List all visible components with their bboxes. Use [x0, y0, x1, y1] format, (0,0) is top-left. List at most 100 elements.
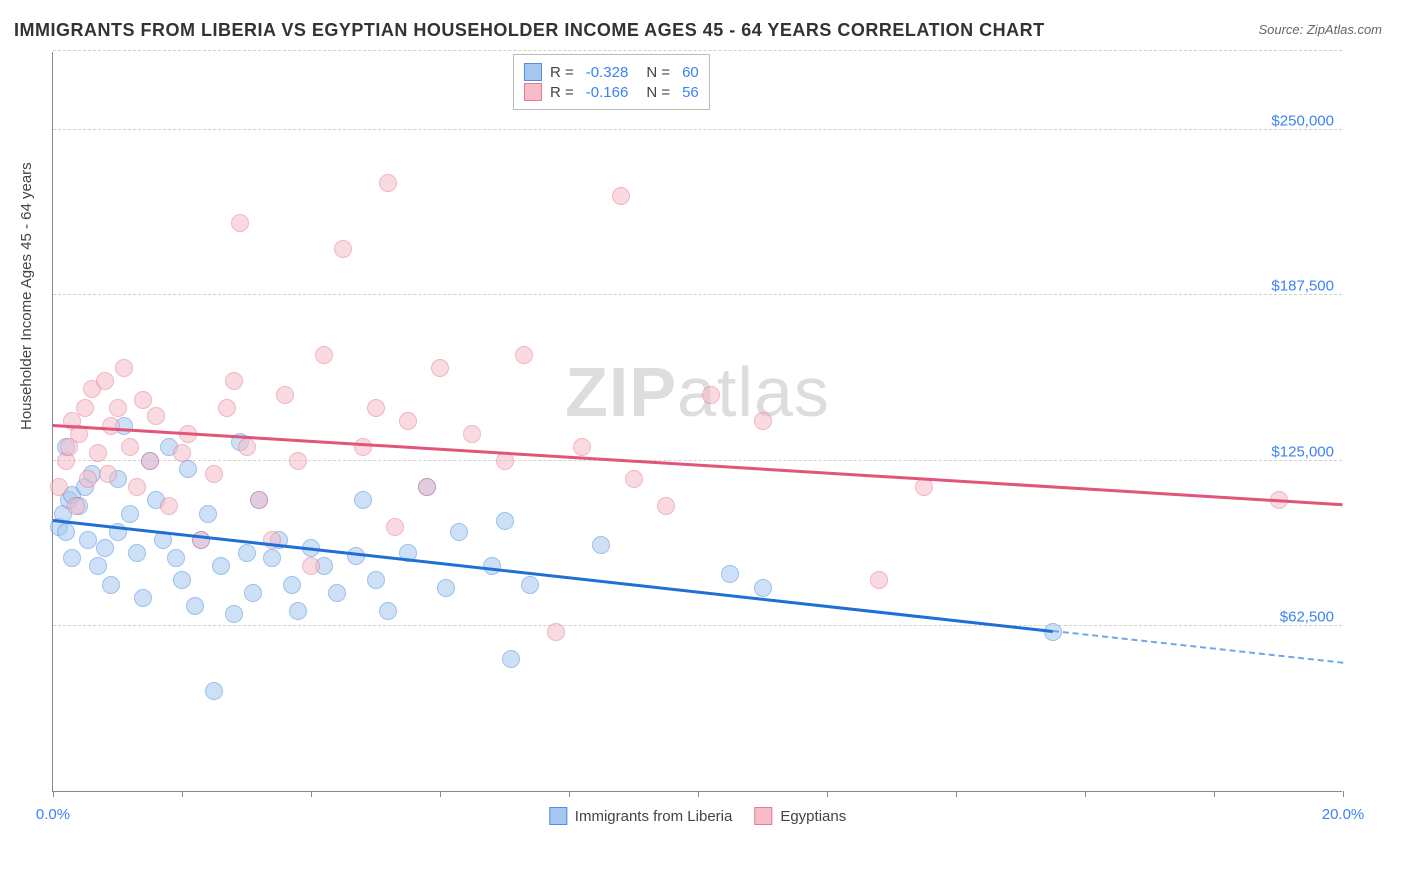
- data-point: [57, 523, 75, 541]
- legend-r-value: -0.166: [586, 84, 629, 101]
- scatter-plot-area: ZIPatlas R =-0.328N =60R =-0.166N =56 Im…: [52, 52, 1342, 792]
- trend-line: [53, 519, 1053, 633]
- data-point: [89, 557, 107, 575]
- data-point: [199, 505, 217, 523]
- data-point: [315, 346, 333, 364]
- legend-swatch: [524, 63, 542, 81]
- data-point: [186, 597, 204, 615]
- x-tick: [956, 791, 957, 797]
- data-point: [367, 399, 385, 417]
- data-point: [870, 571, 888, 589]
- legend-swatch: [549, 807, 567, 825]
- data-point: [96, 539, 114, 557]
- data-point: [592, 536, 610, 554]
- legend-swatch: [524, 83, 542, 101]
- x-tick: [440, 791, 441, 797]
- data-point: [289, 602, 307, 620]
- data-point: [218, 399, 236, 417]
- gridline: [53, 129, 1342, 130]
- data-point: [328, 584, 346, 602]
- data-point: [657, 497, 675, 515]
- data-point: [205, 465, 223, 483]
- gridline: [53, 50, 1342, 51]
- y-tick-label: $187,500: [1271, 278, 1334, 295]
- legend-n-label: N =: [646, 64, 670, 81]
- data-point: [437, 579, 455, 597]
- x-tick: [311, 791, 312, 797]
- data-point: [76, 399, 94, 417]
- data-point: [496, 512, 514, 530]
- data-point: [379, 174, 397, 192]
- data-point: [128, 544, 146, 562]
- data-point: [334, 240, 352, 258]
- legend-row: R =-0.166N =56: [524, 83, 699, 101]
- data-point: [179, 460, 197, 478]
- data-point: [754, 412, 772, 430]
- data-point: [502, 650, 520, 668]
- x-tick: [1085, 791, 1086, 797]
- x-tick: [1343, 791, 1344, 797]
- data-point: [212, 557, 230, 575]
- data-point: [205, 682, 223, 700]
- data-point: [50, 478, 68, 496]
- gridline: [53, 460, 1342, 461]
- legend-n-value: 56: [682, 84, 699, 101]
- x-tick: [182, 791, 183, 797]
- data-point: [612, 187, 630, 205]
- legend-series-name: Immigrants from Liberia: [575, 808, 733, 825]
- data-point: [134, 589, 152, 607]
- data-point: [244, 584, 262, 602]
- data-point: [276, 386, 294, 404]
- x-tick: [53, 791, 54, 797]
- data-point: [115, 359, 133, 377]
- data-point: [702, 386, 720, 404]
- data-point: [167, 549, 185, 567]
- data-point: [354, 438, 372, 456]
- data-point: [160, 497, 178, 515]
- trend-line: [1053, 630, 1343, 664]
- legend-r-label: R =: [550, 64, 574, 81]
- legend-row: R = -0.328 N = 60: [524, 63, 699, 81]
- data-point: [231, 214, 249, 232]
- data-point: [431, 359, 449, 377]
- gridline: [53, 625, 1342, 626]
- data-point: [263, 549, 281, 567]
- data-point: [379, 602, 397, 620]
- data-point: [121, 438, 139, 456]
- data-point: [99, 465, 117, 483]
- data-point: [238, 544, 256, 562]
- data-point: [367, 571, 385, 589]
- legend-series-name: Egyptians: [780, 808, 846, 825]
- data-point: [192, 531, 210, 549]
- x-tick-label: 0.0%: [36, 806, 70, 823]
- data-point: [173, 444, 191, 462]
- data-point: [915, 478, 933, 496]
- data-point: [96, 372, 114, 390]
- data-point: [134, 391, 152, 409]
- legend-r-value: -0.328: [586, 64, 629, 81]
- data-point: [573, 438, 591, 456]
- data-point: [515, 346, 533, 364]
- correlation-legend: R =-0.328N =60R =-0.166N =56: [513, 54, 710, 110]
- data-point: [283, 576, 301, 594]
- data-point: [102, 576, 120, 594]
- trend-line: [53, 424, 1343, 506]
- x-tick: [827, 791, 828, 797]
- data-point: [399, 412, 417, 430]
- data-point: [89, 444, 107, 462]
- legend-n-value: 60: [682, 64, 699, 81]
- legend-r-label: R =: [550, 84, 574, 101]
- source-attribution: Source: ZipAtlas.com: [1258, 22, 1382, 37]
- gridline: [53, 294, 1342, 295]
- data-point: [250, 491, 268, 509]
- data-point: [141, 452, 159, 470]
- legend-swatch: [754, 807, 772, 825]
- y-axis-label: Householder Income Ages 45 - 64 years: [18, 162, 35, 430]
- data-point: [79, 470, 97, 488]
- data-point: [547, 623, 565, 641]
- chart-title: IMMIGRANTS FROM LIBERIA VS EGYPTIAN HOUS…: [14, 20, 1045, 41]
- data-point: [463, 425, 481, 443]
- legend-item: Immigrants from Liberia: [549, 807, 733, 825]
- data-point: [67, 497, 85, 515]
- data-point: [521, 576, 539, 594]
